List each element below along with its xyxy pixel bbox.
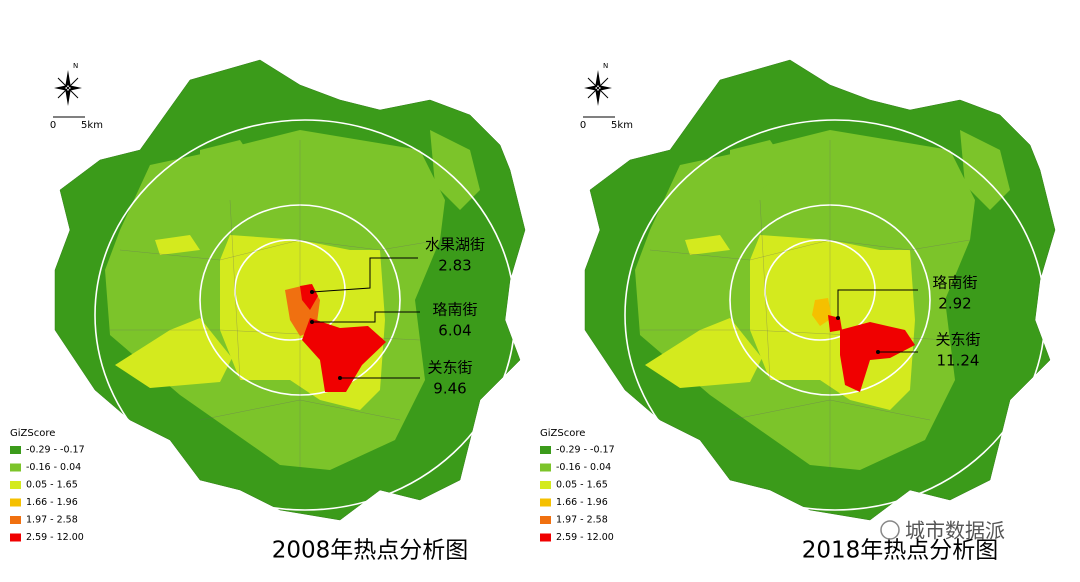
legend-swatch [10,446,21,454]
leader-dot [310,320,314,324]
watermark: 城市数据派 [880,519,1005,543]
hotspot [840,322,915,392]
scale-label: 0 [580,120,586,131]
legend-swatch [540,463,551,472]
legend-label: 0.05 - 1.65 [556,480,608,491]
map-panel: N 0 5km 珞南街 2.92 关东街 11.24 GiZScore -0.29 - -0.1… [540,59,1056,564]
north-arrow [583,69,613,107]
legend-swatch [10,481,21,489]
leader-dot [836,316,840,320]
legend-label: -0.29 - -0.17 [26,445,85,456]
annotation-value: 9.46 [433,380,466,398]
legend-label: 1.66 - 1.96 [556,497,608,508]
legend-label: 1.97 - 2.58 [556,515,608,526]
legend-swatch [540,481,551,489]
annotation-value: 6.04 [438,322,471,340]
scale-label: 5km [81,120,103,131]
base-map [584,59,1056,521]
annotation-name: 珞南街 [432,301,477,319]
map-title: 2008年热点分析图 [272,538,469,564]
leader-dot [338,376,342,380]
map-title: 2018年热点分析图 [802,538,999,564]
north-label: N [73,62,78,70]
maps: N 0 5km 水果湖街 2.83 珞南街 6.04 关东街 9.46 GiZScore -0.29… [10,59,1056,564]
legend-label: 0.05 - 1.65 [26,480,78,491]
leader-line [837,289,918,318]
legend-label: 1.97 - 2.58 [26,515,78,526]
annotation-name: 水果湖街 [425,236,485,254]
legend-label: 2.59 - 12.00 [26,532,84,543]
legend-label: -0.16 - 0.04 [556,462,611,473]
hotspot [300,284,318,310]
legend-label: 2.59 - 12.00 [556,532,614,543]
watermark-icon [880,520,900,540]
leader-line [312,311,420,323]
leader-dot [310,290,314,294]
legend-title: GiZScore [10,428,55,439]
scale-label: 0 [50,120,56,131]
legend-swatch [540,516,551,524]
legend-swatch [10,533,21,542]
north-arrow [53,69,83,107]
legend-label: -0.29 - -0.17 [556,445,615,456]
north-label: N [603,62,608,70]
legend-swatch [540,498,551,507]
annotation-name: 珞南街 [932,274,977,292]
legend-swatch [10,498,21,507]
legend-label: -0.16 - 0.04 [26,462,81,473]
legend-swatch [10,516,21,524]
watermark-text: 城市数据派 [905,519,1005,543]
legend-swatch [10,463,21,472]
legend-title: GiZScore [540,428,585,439]
annotation-name: 关东街 [427,359,472,377]
annotation-value: 2.92 [938,295,971,313]
leader-line [311,257,418,293]
leader-dot [876,350,880,354]
hotspot [302,318,386,392]
annotation-value: 11.24 [937,352,980,370]
hotspot [812,298,832,326]
map-panel: N 0 5km 水果湖街 2.83 珞南街 6.04 关东街 9.46 GiZScore -0.29… [10,59,526,564]
legend-swatch [540,446,551,454]
annotation-name: 关东街 [935,331,980,349]
legend-label: 1.66 - 1.96 [26,497,78,508]
annotation-value: 2.83 [438,257,471,275]
scale-label: 5km [611,120,633,131]
legend-swatch [540,533,551,542]
